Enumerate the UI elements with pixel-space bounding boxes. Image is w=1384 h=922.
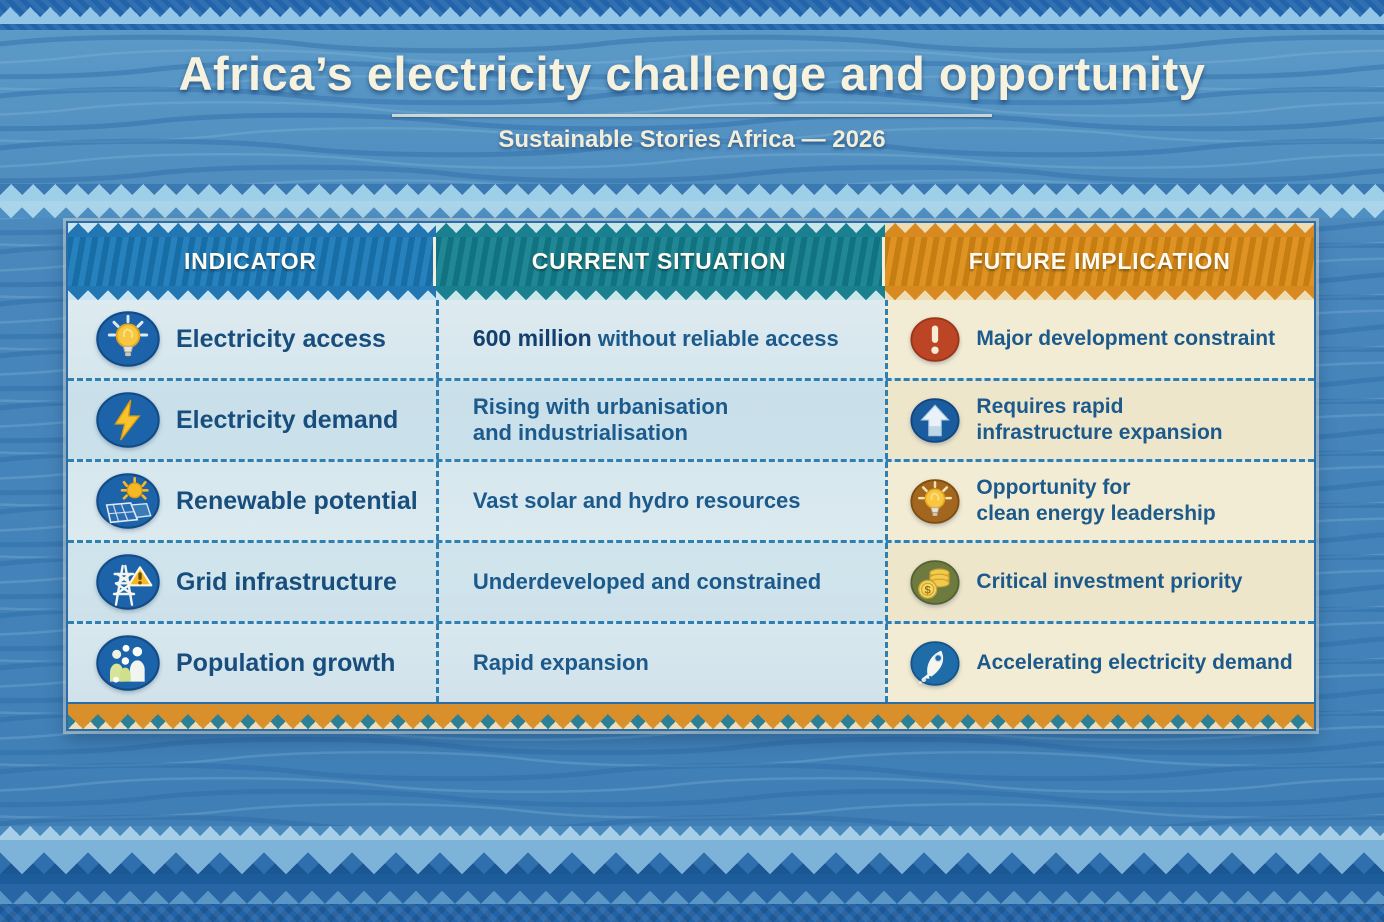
current-situation-cell: Rapid expansion: [435, 624, 886, 702]
current-situation-cell: 600 million without reliable access: [435, 300, 886, 378]
indicator-cell: Population growth: [68, 624, 436, 702]
indicator-cell: Renewable potential: [68, 462, 436, 540]
column-header-future-label: FUTURE IMPLICATION: [968, 248, 1231, 274]
indicator-label: Electricity access: [176, 324, 386, 353]
indicator-label: Renewable potential: [176, 486, 418, 515]
column-header-future-implication: FUTURE IMPLICATION: [885, 237, 1315, 286]
bottom-border-strip-3: [0, 874, 1384, 884]
indicator-cell: Grid infrastructure: [68, 543, 436, 621]
column-header-indicator: INDICATOR: [68, 237, 436, 286]
trim-future: [885, 286, 1314, 300]
lightbulb-icon: [96, 310, 160, 368]
future-implication-text: Critical investment priority: [976, 569, 1243, 593]
indicator-label: Electricity demand: [176, 405, 399, 434]
table-row: Population growth Rapid expansion Acceler…: [68, 621, 1314, 702]
alert-icon: [908, 315, 962, 364]
current-situation-text: Rapid expansion: [472, 649, 649, 675]
current-situation-text: 600 million without reliable access: [472, 325, 839, 352]
title-divider: [392, 114, 992, 117]
trim-indicator: [68, 286, 436, 300]
bottom-border-strip-2: [0, 840, 1384, 874]
header-top-trim: [68, 223, 1314, 237]
column-header-indicator-label: INDICATOR: [183, 248, 317, 274]
indicator-label: Grid infrastructure: [176, 567, 397, 596]
indicator-cell: Electricity access: [68, 300, 436, 378]
trim-future: [885, 223, 1314, 237]
table-row: Renewable potential Vast solar and hydro …: [68, 459, 1314, 540]
header-bottom-trim: [68, 286, 1314, 300]
bottom-border-pattern: [0, 826, 1384, 922]
divider-border-upper: [0, 184, 1384, 201]
svg-text:$: $: [925, 584, 932, 596]
population-icon: [96, 634, 160, 692]
table-row: Electricity demand Rising with urbanisati…: [68, 378, 1314, 459]
future-implication-cell: Accelerating electricity demand: [885, 624, 1314, 702]
table-row: Electricity access 600 million without re…: [68, 300, 1314, 378]
divider-border-lower: [0, 201, 1384, 218]
page-title: Africa’s electricity challenge and oppor…: [178, 47, 1206, 100]
title-block: Africa’s electricity challenge and oppor…: [0, 46, 1384, 154]
table-body: Electricity access 600 million without re…: [68, 300, 1314, 702]
indicator-label: Population growth: [176, 648, 396, 677]
future-implication-text: Accelerating electricity demand: [976, 650, 1293, 674]
lightning-icon: [96, 391, 160, 449]
future-implication-cell: $ Critical investment priority: [885, 543, 1314, 621]
table-row: Grid infrastructure Underdeveloped and co…: [68, 540, 1314, 621]
card-bottom-chevron-pattern: [68, 702, 1314, 729]
trim-current: [435, 286, 886, 300]
bottom-border-strip-5: [0, 904, 1384, 922]
subtitle: Sustainable Stories Africa — 2026: [498, 126, 886, 153]
trim-current: [435, 223, 886, 237]
grid-tower-icon: [96, 553, 160, 611]
trim-indicator: [68, 223, 436, 237]
current-situation-cell: Rising with urbanisation and industrialis…: [435, 381, 886, 459]
current-situation-cell: Underdeveloped and constrained: [435, 543, 886, 621]
top-border-triangles: [0, 7, 1384, 24]
current-situation-text: Vast solar and hydro resources: [472, 487, 801, 513]
future-implication-text: Requires rapid infrastructure expansion: [976, 394, 1223, 444]
future-implication-cell: Requires rapid infrastructure expansion: [885, 381, 1314, 459]
future-implication-text: Major development constraint: [976, 326, 1276, 350]
current-situation-text: Rising with urbanisation and industrialis…: [472, 393, 729, 445]
table-header-row: INDICATOR CURRENT SITUATION FUTURE IMPLI…: [68, 237, 1315, 286]
arrow-up-icon: [908, 396, 962, 445]
current-situation-cell: Vast solar and hydro resources: [435, 462, 886, 540]
future-implication-text: Opportunity for clean energy leadership: [976, 475, 1216, 525]
column-header-current-situation: CURRENT SITUATION: [435, 237, 886, 286]
future-implication-cell: Major development constraint: [885, 300, 1314, 378]
rocket-icon: [908, 639, 962, 688]
bottom-border-strip-1: [0, 826, 1384, 840]
coins-icon: $: [908, 558, 962, 607]
top-border-pattern: [0, 0, 1384, 30]
bottom-border-strip-4: [0, 884, 1384, 904]
bulb-opportunity-icon: [908, 477, 962, 526]
column-header-current-label: CURRENT SITUATION: [531, 248, 787, 274]
solar-panel-icon: [96, 472, 160, 530]
future-implication-cell: Opportunity for clean energy leadership: [885, 462, 1314, 540]
indicator-cell: Electricity demand: [68, 381, 436, 459]
divider-border-pattern: [0, 184, 1384, 218]
current-situation-text: Underdeveloped and constrained: [472, 568, 822, 594]
comparison-table: INDICATOR CURRENT SITUATION FUTURE IMPLI…: [66, 221, 1316, 731]
